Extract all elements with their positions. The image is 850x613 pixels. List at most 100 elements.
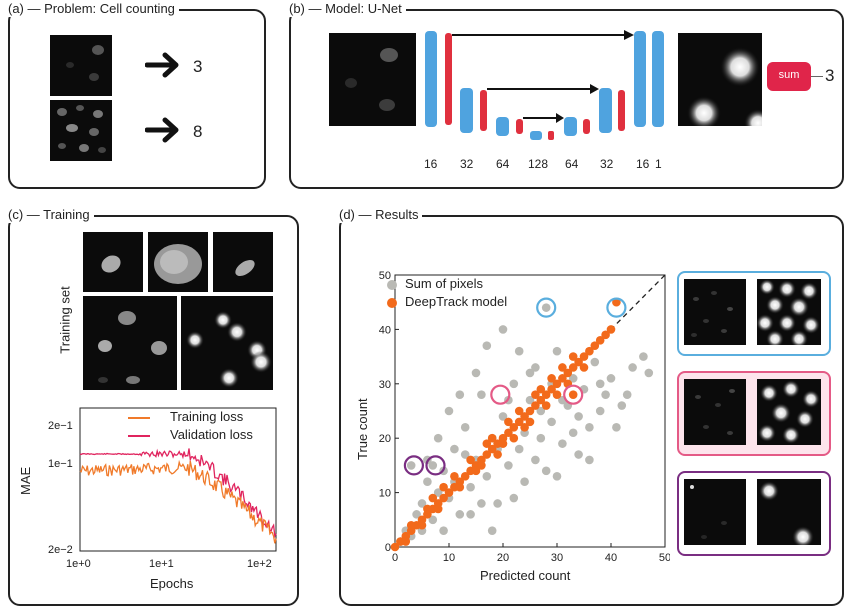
deeptrack-point: [606, 325, 616, 334]
sum-of-pixels-point: [509, 493, 519, 503]
sum-of-pixels-point: [466, 510, 475, 519]
y-tick-label: 30: [379, 379, 391, 391]
legend-validation-loss: Validation loss: [170, 427, 253, 442]
deeptrack-point: [493, 450, 502, 459]
density-map-output: [678, 33, 762, 126]
sum-of-pixels-point: [471, 368, 481, 378]
deeptrack-point: [552, 390, 562, 399]
output-count: 3: [825, 66, 835, 85]
panel-training: [8, 215, 299, 606]
sum-of-pixels-point: [525, 395, 535, 405]
layer-label-64: 64: [496, 157, 510, 171]
deeptrack-point: [568, 363, 578, 372]
x-tick-label: 20: [497, 552, 509, 564]
deeptrack-point: [520, 412, 529, 421]
deeptrack-point: [585, 346, 594, 356]
x-tick-label: 10: [443, 552, 455, 564]
deeptrack-point: [531, 401, 540, 410]
sum-of-pixels-point: [568, 374, 578, 383]
sum-of-pixels-point: [460, 423, 470, 432]
example-purple-output: [757, 479, 821, 545]
loss-ylabel: MAE: [18, 466, 33, 495]
sum-of-pixels-point: [504, 461, 513, 470]
highlight-ring-pink: [490, 384, 511, 405]
layer-label-32: 32: [460, 157, 474, 171]
deeptrack-point: [509, 423, 519, 432]
sum-of-pixels-point: [477, 499, 486, 508]
legend-deeptrack-model: DeepTrack model: [405, 294, 508, 309]
sum-of-pixels-point: [428, 461, 438, 470]
sum-of-pixels-point: [498, 325, 508, 334]
ytick-2e-2: 2e−2: [48, 544, 73, 556]
ytick-1e-1: 1e−1: [48, 458, 73, 470]
plot-frame: [394, 274, 666, 548]
validation-loss-line: [79, 448, 277, 539]
legend-dot-deeptrack: [387, 298, 397, 308]
sum-label: sum: [778, 69, 800, 81]
y-tick-label: 20: [379, 433, 391, 445]
sum-of-pixels-point: [568, 428, 578, 438]
sum-of-pixels-point: [622, 390, 632, 399]
y-tick-label: 0: [385, 542, 391, 554]
deeptrack-point: [568, 390, 578, 399]
example-purple-frame: [677, 471, 831, 556]
sum-of-pixels-point: [433, 433, 443, 443]
x-tick-label: 50: [659, 552, 670, 564]
example-blue-output: [757, 279, 821, 345]
microscopy-image-3-cells: [50, 35, 112, 96]
sum-of-pixels-point: [520, 477, 529, 487]
legend-line-validation: [128, 435, 150, 437]
y-tick-label: 40: [379, 324, 391, 336]
sum-of-pixels-point: [482, 471, 492, 481]
training-image-2: [148, 232, 208, 292]
sum-of-pixels-point: [552, 471, 562, 481]
deeptrack-point: [541, 390, 551, 399]
scatter-xlabel: Predicted count: [480, 568, 571, 583]
training-image-1: [83, 232, 143, 292]
legend-training-loss: Training loss: [170, 409, 244, 424]
sum-of-pixels-point: [498, 412, 508, 421]
deeptrack-point: [401, 537, 411, 546]
deeptrack-point: [547, 384, 556, 394]
deeptrack-point: [547, 374, 556, 383]
sum-of-pixels-point: [628, 363, 637, 372]
sum-of-pixels-point: [482, 341, 492, 351]
sum-of-pixels-point: [639, 352, 648, 361]
deeptrack-point: [498, 439, 508, 448]
deeptrack-point: [428, 493, 438, 503]
panel-c-title: (c) — Training: [4, 207, 94, 223]
deeptrack-point: [574, 357, 583, 367]
deeptrack-point: [504, 417, 513, 427]
sum-of-pixels-point: [423, 477, 432, 487]
sum-of-pixels-point: [433, 488, 443, 497]
sum-of-pixels-point: [439, 526, 448, 535]
deeptrack-point: [525, 406, 535, 416]
legend-dot-sum: [387, 280, 397, 290]
panel-a-title: (a) — Problem: Cell counting: [4, 1, 179, 17]
deeptrack-point: [460, 471, 470, 481]
sum-of-pixels-point: [536, 433, 546, 443]
sum-connector: [811, 76, 823, 77]
layer-label-32: 32: [600, 157, 614, 171]
sum-of-pixels-point: [525, 368, 535, 378]
deeptrack-point: [536, 395, 546, 405]
sum-of-pixels-point: [595, 379, 605, 389]
arrow-right-icon: [145, 52, 179, 78]
sum-of-pixels-point: [514, 444, 524, 454]
panel-d-title: (d) — Results: [335, 207, 423, 223]
x-tick-label: 0: [392, 552, 398, 564]
arrow-right-icon: [145, 117, 179, 143]
training-image-3: [213, 232, 273, 292]
deeptrack-point: [423, 504, 432, 514]
panel-b-title: (b) — Model: U-Net: [285, 1, 406, 17]
deeptrack-point: [595, 335, 605, 345]
sum-of-pixels-point: [444, 406, 454, 416]
sum-of-pixels-point: [595, 406, 605, 416]
sum-of-pixels-point: [493, 499, 502, 508]
training-set-label: Training set: [57, 286, 73, 354]
highlight-ring-pink: [563, 384, 584, 405]
sum-of-pixels-point: [487, 526, 497, 535]
layer-label-16: 16: [424, 157, 438, 171]
deeptrack-point: [531, 390, 540, 399]
unet-diagram: [425, 30, 664, 140]
